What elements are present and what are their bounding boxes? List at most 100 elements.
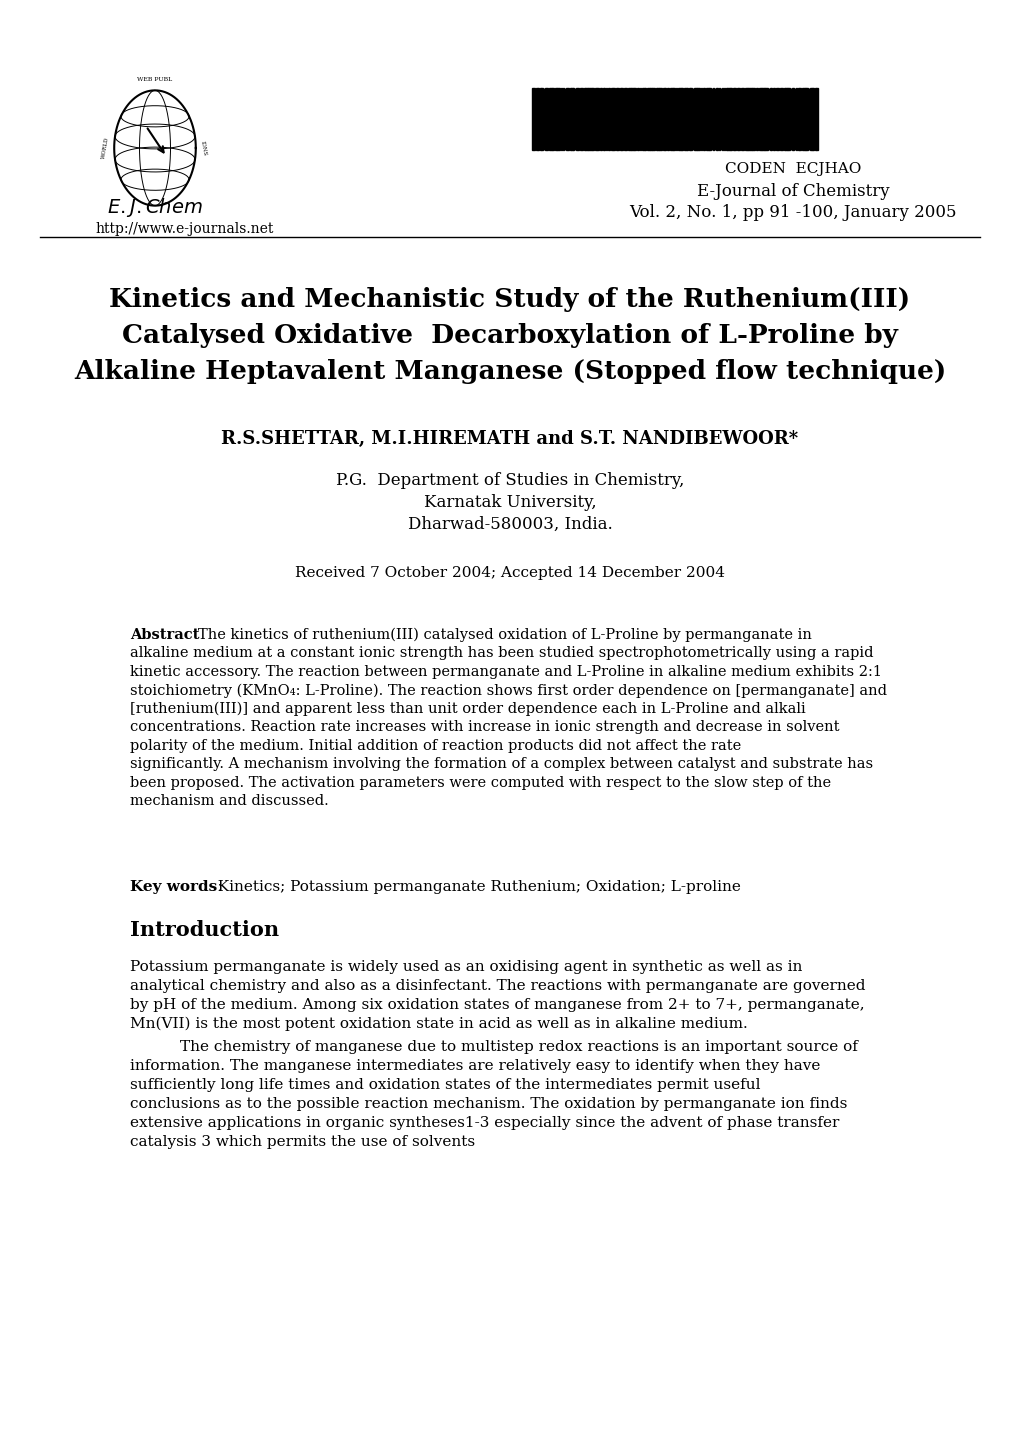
Text: concentrations. Reaction rate increases with increase in ionic strength and decr: concentrations. Reaction rate increases … [129, 720, 839, 735]
Text: Abstract: Abstract [129, 628, 199, 643]
Bar [738, 88, 739, 150]
Text: by pH of the medium. Among six oxidation states of manganese from 2+ to 7+, perm: by pH of the medium. Among six oxidation… [129, 999, 864, 1012]
Bar [780, 88, 783, 150]
Bar [636, 88, 638, 150]
Bar [696, 88, 699, 150]
Text: significantly. A mechanism involving the formation of a complex between catalyst: significantly. A mechanism involving the… [129, 758, 872, 771]
Text: Introduction: Introduction [129, 919, 279, 940]
Text: CODEN  ECJHAO: CODEN ECJHAO [725, 161, 860, 176]
Text: Dharwad-580003, India.: Dharwad-580003, India. [408, 516, 611, 533]
Bar [708, 88, 710, 150]
Bar [751, 88, 754, 150]
Text: The chemistry of manganese due to multistep redox reactions is an important sour: The chemistry of manganese due to multis… [179, 1040, 857, 1053]
Bar [592, 88, 594, 150]
Bar [646, 88, 649, 150]
Bar [541, 88, 542, 150]
Bar [607, 88, 609, 150]
Text: conclusions as to the possible reaction mechanism. The oxidation by permanganate: conclusions as to the possible reaction … [129, 1097, 847, 1111]
Bar [690, 88, 692, 150]
Bar [573, 88, 574, 150]
Text: stoichiometry (KMnO₄: L-Proline). The reaction shows first order dependence on [: stoichiometry (KMnO₄: L-Proline). The re… [129, 683, 887, 697]
Text: sufficiently long life times and oxidation states of the intermediates permit us: sufficiently long life times and oxidati… [129, 1078, 760, 1092]
Bar [566, 88, 569, 150]
Bar [583, 88, 584, 150]
Bar [726, 88, 727, 150]
Bar [532, 88, 535, 150]
Bar [762, 88, 763, 150]
Text: extensive applications in organic syntheses1-3 especially since the advent of ph: extensive applications in organic synthe… [129, 1115, 839, 1130]
Bar [732, 88, 733, 150]
Text: Vol. 2, No. 1, pp 91 -100, January 2005: Vol. 2, No. 1, pp 91 -100, January 2005 [629, 205, 956, 220]
Bar [551, 88, 553, 150]
Text: Mn(VII) is the most potent oxidation state in acid as well as in alkaline medium: Mn(VII) is the most potent oxidation sta… [129, 1017, 747, 1032]
Text: Catalysed Oxidative  Decarboxylation of L-Proline by: Catalysed Oxidative Decarboxylation of L… [122, 323, 897, 347]
Text: WORLD: WORLD [101, 137, 109, 160]
Bar [712, 88, 713, 150]
Text: Received 7 October 2004; Accepted 14 December 2004: Received 7 October 2004; Accepted 14 Dec… [294, 566, 725, 579]
Bar [631, 88, 634, 150]
Text: Kinetics and Mechanistic Study of the Ruthenium(III): Kinetics and Mechanistic Study of the Ru… [109, 287, 910, 313]
Bar [662, 88, 664, 150]
Bar [682, 88, 683, 150]
Text: IONS: IONS [199, 140, 207, 156]
Text: Potassium permanganate is widely used as an oxidising agent in synthetic as well: Potassium permanganate is widely used as… [129, 960, 802, 974]
Bar [530, 88, 819, 150]
Bar [579, 88, 582, 150]
Text: information. The manganese intermediates are relatively easy to identify when th: information. The manganese intermediates… [129, 1059, 819, 1074]
Bar [805, 88, 807, 150]
Bar [748, 88, 751, 150]
Bar [788, 88, 789, 150]
Bar [602, 88, 603, 150]
Bar [723, 88, 725, 150]
Bar [764, 88, 767, 150]
Text: Alkaline Heptavalent Manganese (Stopped flow technique): Alkaline Heptavalent Manganese (Stopped … [73, 359, 946, 383]
Bar [755, 88, 757, 150]
Bar [760, 88, 761, 150]
Bar [687, 88, 688, 150]
Bar [718, 88, 719, 150]
Bar [658, 88, 661, 150]
Bar [815, 88, 817, 150]
Bar [744, 88, 746, 150]
Text: Key wordsː: Key wordsː [129, 880, 223, 893]
Bar [655, 88, 656, 150]
Bar [621, 88, 623, 150]
Bar [669, 88, 673, 150]
Text: polarity of the medium. Initial addition of reaction products did not affect the: polarity of the medium. Initial addition… [129, 739, 741, 754]
Text: WEB PUBL: WEB PUBL [138, 78, 172, 82]
Bar [594, 88, 596, 150]
Text: catalysis 3 which permits the use of solvents: catalysis 3 which permits the use of sol… [129, 1136, 475, 1148]
Bar [775, 88, 779, 150]
Bar [795, 88, 797, 150]
Bar [599, 88, 601, 150]
Text: R.S.SHETTAR, M.I.HIREMATH and S.T. NANDIBEWOOR*: R.S.SHETTAR, M.I.HIREMATH and S.T. NANDI… [221, 429, 798, 448]
Bar [616, 88, 619, 150]
Bar [673, 88, 675, 150]
Text: alkaline medium at a constant ionic strength has been studied spectrophotometric: alkaline medium at a constant ionic stre… [129, 647, 872, 660]
Bar [585, 88, 588, 150]
Bar [705, 88, 708, 150]
Bar [812, 88, 813, 150]
Text: E-Journal of Chemistry: E-Journal of Chemistry [696, 183, 889, 200]
Bar [535, 88, 537, 150]
Bar [771, 88, 773, 150]
Bar [702, 88, 704, 150]
Bar [612, 88, 614, 150]
Bar [693, 88, 696, 150]
Bar [576, 88, 579, 150]
Text: http://www.e-journals.net: http://www.e-journals.net [96, 222, 274, 236]
Bar [570, 88, 571, 150]
Text: Kinetics; Potassium permanganate Ruthenium; Oxidation; L-proline: Kinetics; Potassium permanganate Rutheni… [208, 880, 740, 893]
Bar [571, 88, 573, 150]
Bar [650, 88, 651, 150]
Bar [700, 88, 702, 150]
Bar [758, 88, 760, 150]
Bar [734, 88, 736, 150]
Text: mechanism and discussed.: mechanism and discussed. [129, 794, 328, 808]
Text: $\mathit{E.J.Chem}$: $\mathit{E.J.Chem}$ [107, 196, 203, 219]
Bar [657, 88, 658, 150]
Text: been proposed. The activation parameters were computed with respect to the slow : been proposed. The activation parameters… [129, 777, 830, 790]
Bar [610, 88, 612, 150]
Text: kinetic accessory. The reaction between permanganate and L-Proline in alkaline m: kinetic accessory. The reaction between … [129, 664, 881, 679]
Bar [554, 88, 556, 150]
